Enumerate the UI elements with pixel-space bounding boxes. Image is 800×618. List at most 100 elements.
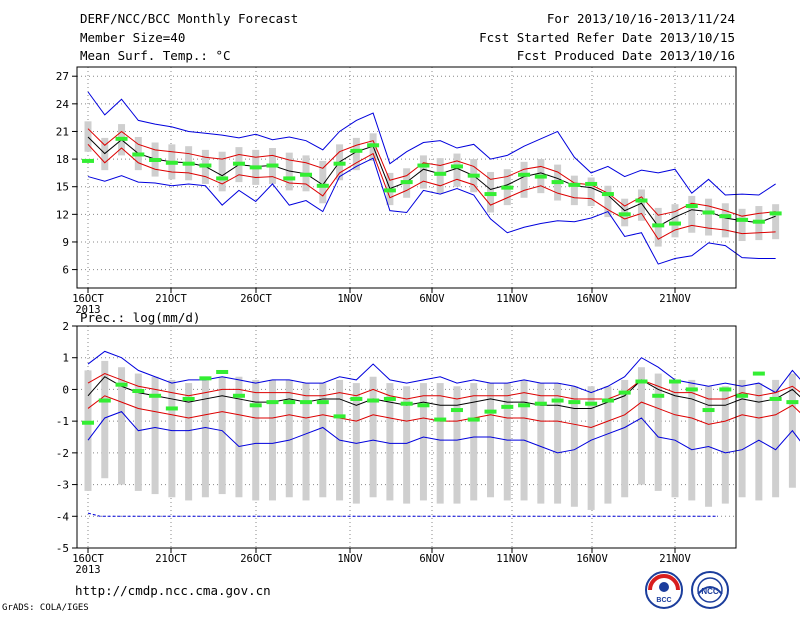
highlight-mark: [484, 192, 497, 197]
highlight-mark: [182, 396, 195, 401]
highlight-mark: [752, 371, 765, 376]
highlight-mark: [232, 393, 245, 398]
forecast-period: For 2013/10/16-2013/11/24: [546, 11, 735, 26]
highlight-mark: [551, 398, 564, 403]
x-tick-label: 6NOV: [419, 293, 445, 305]
highlight-mark: [182, 161, 195, 166]
member-box: [621, 379, 629, 498]
ncc-logo: NCC: [691, 571, 729, 609]
member-box: [654, 373, 662, 491]
highlight-mark: [199, 376, 212, 381]
member-box: [235, 376, 243, 498]
y-tick-label: 12: [56, 208, 69, 221]
highlight-mark: [450, 408, 463, 413]
member-box: [503, 383, 511, 501]
highlight-mark: [434, 417, 447, 422]
highlight-mark: [450, 164, 463, 169]
highlight-mark: [165, 160, 178, 165]
highlight-mark: [249, 165, 262, 170]
member-box: [369, 376, 377, 498]
x-tick-label: 1NOV: [337, 293, 363, 305]
x-year-label: 2013: [75, 304, 100, 316]
member-box: [319, 383, 327, 498]
highlight-mark: [585, 401, 598, 406]
series-upper: [87, 373, 800, 400]
member-box: [738, 379, 746, 498]
highlight-mark: [367, 398, 380, 403]
plot-frame: [76, 66, 737, 289]
member-box: [520, 161, 528, 198]
member-box: [671, 379, 679, 498]
x-tick-label: 21NOV: [659, 293, 691, 305]
x-tick-label: 16NOV: [576, 553, 608, 565]
y-tick-label: 6: [62, 264, 69, 277]
x-year-label: 2013: [75, 564, 100, 576]
member-box: [705, 198, 713, 236]
series-envelope-min: [87, 411, 800, 454]
member-box: [218, 151, 226, 192]
member-box: [738, 208, 746, 242]
highlight-mark: [467, 417, 480, 422]
member-box: [570, 386, 578, 507]
y-tick-label: -1: [56, 415, 69, 428]
bcc-logo: BCC: [645, 571, 683, 609]
chart-title: DERF/NCC/BCC Monthly Forecast: [80, 11, 299, 26]
member-size: Member Size=40: [80, 30, 186, 45]
highlight-mark: [216, 176, 229, 181]
member-box: [185, 383, 193, 501]
member-box: [101, 360, 109, 479]
member-box: [721, 203, 729, 238]
highlight-mark: [149, 393, 162, 398]
x-tick-label: 26OCT: [240, 553, 272, 565]
member-box: [252, 379, 260, 501]
ncc-logo-text: NCC: [701, 587, 719, 596]
member-box: [302, 383, 310, 501]
highlight-mark: [367, 143, 380, 148]
fcst-produced-date: Fcst Produced Date 2013/10/16: [516, 48, 735, 63]
highlight-mark: [132, 389, 145, 394]
series-upper: [87, 128, 776, 217]
member-box: [268, 379, 276, 501]
y-tick-label: 0: [62, 383, 69, 396]
series-envelope-min: [87, 157, 776, 265]
x-tick-label: 21OCT: [155, 293, 187, 305]
series-precip-floor: [87, 512, 718, 517]
series-envelope-max: [87, 91, 776, 196]
highlight-mark: [484, 409, 497, 414]
series-lower: [87, 395, 800, 429]
member-box: [688, 195, 696, 233]
y-tick-label: 9: [62, 236, 69, 249]
member-box: [587, 386, 595, 510]
highlight-mark: [501, 185, 514, 190]
highlight-mark: [115, 136, 128, 141]
highlight-mark: [635, 379, 648, 384]
highlight-mark: [652, 223, 665, 228]
member-box: [688, 379, 696, 501]
highlight-mark: [132, 152, 145, 157]
highlight-mark: [601, 192, 614, 197]
highlight-mark: [316, 183, 329, 188]
y-tick-label: -3: [56, 479, 69, 492]
highlight-mark: [769, 211, 782, 216]
member-box: [772, 379, 780, 498]
y-tick-label: 1: [62, 352, 69, 365]
highlight-mark: [769, 396, 782, 401]
highlight-mark: [149, 158, 162, 163]
x-tick-label: 11NOV: [496, 293, 528, 305]
highlight-mark: [685, 204, 698, 209]
member-box: [419, 383, 427, 501]
member-box: [487, 383, 495, 498]
member-box: [386, 383, 394, 501]
highlight-mark: [82, 158, 94, 163]
highlight-mark: [551, 180, 564, 185]
member-box: [453, 153, 461, 187]
member-box: [755, 383, 763, 501]
member-box: [671, 204, 679, 238]
highlight-mark: [165, 406, 178, 411]
variable-label: Mean Surf. Temp.: °C: [80, 48, 231, 63]
member-box: [721, 386, 729, 504]
member-box: [419, 155, 427, 189]
highlight-mark: [518, 403, 531, 408]
member-box: [537, 383, 545, 504]
